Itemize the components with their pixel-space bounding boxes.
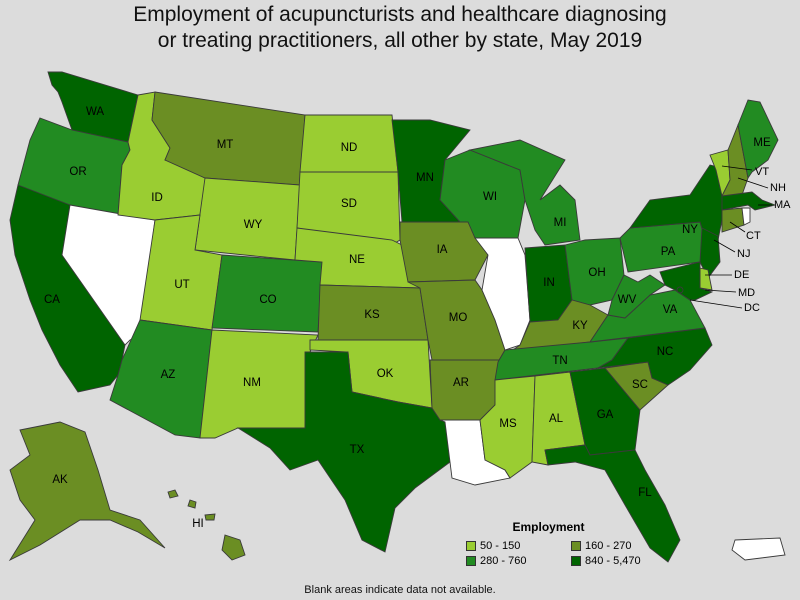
state-DC bbox=[676, 286, 684, 294]
label-IA: IA bbox=[437, 244, 448, 256]
label-NC: NC bbox=[657, 346, 674, 358]
legend-item: 50 - 150 bbox=[466, 540, 571, 552]
label-PA: PA bbox=[661, 246, 676, 258]
label-MT: MT bbox=[217, 139, 234, 151]
label-MD: MD bbox=[738, 287, 755, 299]
state-HI bbox=[167, 489, 246, 561]
label-UT: UT bbox=[174, 279, 189, 291]
state-WV bbox=[607, 274, 666, 319]
label-VT: VT bbox=[755, 166, 769, 178]
label-NH: NH bbox=[770, 182, 786, 194]
label-CT: CT bbox=[746, 230, 761, 242]
legend-swatch bbox=[466, 556, 476, 566]
state-CT bbox=[721, 207, 745, 233]
legend-label: 280 - 760 bbox=[480, 555, 527, 567]
label-ID: ID bbox=[151, 192, 163, 204]
label-SC: SC bbox=[632, 379, 648, 391]
leader-lines bbox=[689, 165, 772, 309]
label-AL: AL bbox=[549, 413, 564, 425]
title-line-2: or treating practitioners, all other by … bbox=[157, 29, 643, 52]
legend-swatch bbox=[571, 541, 581, 551]
label-FL: FL bbox=[638, 487, 652, 499]
label-MS: MS bbox=[499, 418, 517, 430]
state-NC bbox=[597, 327, 713, 386]
label-MA: MA bbox=[774, 199, 791, 211]
state-TX bbox=[236, 351, 451, 553]
state-FL bbox=[544, 444, 681, 563]
label-WY: WY bbox=[244, 219, 263, 231]
state-AK bbox=[8, 421, 166, 562]
label-ME: ME bbox=[753, 137, 771, 149]
legend-swatch bbox=[466, 541, 476, 551]
label-WV: WV bbox=[618, 294, 637, 306]
state-MA bbox=[721, 191, 777, 211]
state-ME bbox=[737, 99, 779, 180]
label-KY: KY bbox=[572, 320, 588, 332]
label-VA: VA bbox=[663, 304, 678, 316]
state-MI bbox=[468, 139, 581, 246]
label-MO: MO bbox=[449, 312, 468, 324]
label-TN: TN bbox=[552, 355, 567, 367]
label-DE: DE bbox=[734, 269, 749, 281]
label-AZ: AZ bbox=[161, 369, 176, 381]
label-DC: DC bbox=[744, 302, 760, 314]
legend-item: 160 - 270 bbox=[571, 540, 686, 552]
label-IN: IN bbox=[543, 277, 555, 289]
label-SD: SD bbox=[341, 198, 357, 210]
label-NM: NM bbox=[243, 377, 261, 389]
state-IL bbox=[474, 237, 531, 351]
label-AK: AK bbox=[52, 474, 68, 486]
legend-label: 840 - 5,470 bbox=[585, 555, 641, 567]
label-OK: OK bbox=[377, 368, 394, 380]
legend-item: 840 - 5,470 bbox=[571, 555, 686, 567]
label-AR: AR bbox=[453, 377, 469, 389]
label-CA: CA bbox=[44, 294, 60, 306]
legend-label: 160 - 270 bbox=[585, 540, 632, 552]
label-CO: CO bbox=[259, 294, 276, 306]
label-NY: NY bbox=[682, 224, 698, 236]
label-TX: TX bbox=[350, 444, 365, 456]
label-WI: WI bbox=[483, 191, 497, 203]
label-NE: NE bbox=[349, 254, 365, 266]
legend-swatch bbox=[571, 556, 581, 566]
legend-item: 280 - 760 bbox=[466, 555, 571, 567]
legend-label: 50 - 150 bbox=[480, 540, 521, 552]
label-WA: WA bbox=[86, 106, 104, 118]
title-line-1: Employment of acupuncturists and healthc… bbox=[133, 3, 667, 26]
legend-title: Employment bbox=[512, 520, 585, 534]
legend: Employment 50 - 150 160 - 270 280 - 760 … bbox=[466, 520, 686, 567]
label-MN: MN bbox=[416, 172, 434, 184]
map-title: Employment of acupuncturists and healthc… bbox=[0, 2, 800, 54]
label-MI: MI bbox=[554, 217, 567, 229]
label-OH: OH bbox=[588, 267, 605, 279]
state-PR bbox=[731, 537, 786, 561]
label-HI: HI bbox=[192, 518, 204, 530]
label-ND: ND bbox=[341, 142, 358, 154]
state-labels: WA OR CA ID MT WY UT AZ CO NM ND SD NE K… bbox=[44, 106, 791, 530]
label-OR: OR bbox=[69, 166, 86, 178]
footnote: Blank areas indicate data not available. bbox=[304, 584, 496, 596]
state-RI bbox=[741, 207, 751, 226]
label-GA: GA bbox=[597, 409, 614, 421]
label-KS: KS bbox=[364, 309, 380, 321]
label-NJ: NJ bbox=[737, 248, 750, 260]
